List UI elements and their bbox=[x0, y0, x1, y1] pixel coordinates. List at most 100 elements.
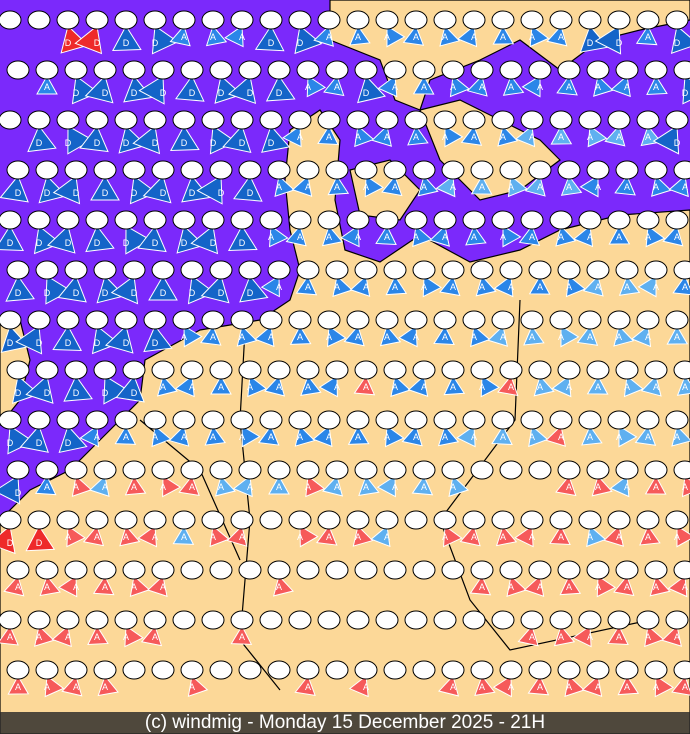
wind-symbol: A bbox=[257, 410, 283, 446]
wind-letter: A bbox=[471, 532, 477, 542]
wind-arrow bbox=[227, 75, 257, 105]
wind-marker bbox=[441, 660, 465, 680]
wind-marker bbox=[549, 310, 573, 330]
wind-letter: A bbox=[595, 182, 601, 192]
wind-symbol: D bbox=[137, 210, 167, 253]
wind-letter: A bbox=[537, 82, 543, 92]
wind-symbol: A bbox=[226, 510, 254, 547]
wind-symbol: D bbox=[93, 360, 130, 405]
wind-arrow bbox=[25, 525, 56, 552]
wind-symbol: A bbox=[263, 360, 291, 397]
wind-symbol: A bbox=[370, 510, 399, 548]
wind-symbol: A bbox=[346, 410, 370, 445]
wind-arrow bbox=[222, 125, 252, 154]
wind-arrow bbox=[25, 375, 54, 404]
wind-symbol: A bbox=[429, 210, 457, 247]
wind-letter: A bbox=[334, 82, 340, 92]
wind-symbol: A bbox=[631, 310, 660, 348]
wind-letter: A bbox=[326, 432, 332, 442]
wind-arrow bbox=[514, 525, 534, 548]
wind-symbol: D bbox=[25, 510, 56, 552]
wind-letter: A bbox=[442, 232, 448, 242]
wind-letter: D bbox=[363, 88, 370, 98]
wind-letter: A bbox=[297, 532, 303, 542]
wind-arrow bbox=[353, 374, 376, 396]
wind-marker bbox=[151, 660, 175, 680]
wind-arrow bbox=[129, 575, 151, 598]
wind-marker bbox=[615, 360, 639, 380]
wind-marker bbox=[93, 260, 117, 280]
wind-letter: A bbox=[15, 582, 21, 592]
wind-arrow bbox=[348, 675, 369, 698]
wind-marker bbox=[520, 210, 544, 230]
wind-arrow bbox=[210, 374, 232, 395]
wind-arrow bbox=[493, 275, 514, 298]
wind-arrow bbox=[523, 324, 545, 346]
wind-symbol bbox=[404, 610, 428, 630]
wind-letter: A bbox=[297, 332, 303, 342]
wind-letter: A bbox=[384, 32, 390, 42]
wind-marker bbox=[180, 360, 204, 380]
wind-marker bbox=[462, 410, 486, 430]
wind-marker bbox=[85, 10, 109, 30]
wind-marker bbox=[201, 10, 225, 30]
wind-symbol: A bbox=[644, 460, 668, 495]
wind-marker bbox=[201, 510, 225, 530]
wind-letter: D bbox=[247, 288, 254, 298]
wind-letter: A bbox=[239, 632, 245, 642]
wind-arrow bbox=[609, 475, 630, 498]
wind-symbol: A bbox=[433, 110, 464, 148]
wind-symbol: A bbox=[343, 310, 370, 347]
wind-symbol: A bbox=[282, 110, 312, 148]
wind-marker bbox=[56, 210, 80, 230]
wind-marker bbox=[644, 260, 668, 280]
wind-letter: A bbox=[276, 482, 282, 492]
wind-arrow bbox=[470, 174, 493, 195]
wind-symbol: A bbox=[412, 160, 439, 197]
wind-arrow bbox=[104, 325, 134, 354]
wind-marker bbox=[180, 60, 204, 80]
wind-marker bbox=[0, 110, 22, 130]
wind-symbol: D bbox=[64, 60, 100, 105]
wind-arrow bbox=[618, 425, 638, 448]
wind-marker bbox=[27, 410, 51, 430]
wind-symbol: A bbox=[114, 510, 141, 547]
wind-letter: A bbox=[558, 232, 564, 242]
wind-marker bbox=[230, 410, 254, 430]
wind-letter: D bbox=[210, 138, 217, 148]
wind-symbol: A bbox=[375, 10, 406, 48]
wind-arrow bbox=[645, 225, 666, 248]
wind-marker bbox=[491, 510, 515, 530]
wind-symbol bbox=[27, 10, 51, 30]
wind-symbol: D bbox=[6, 360, 41, 405]
wind-letter: A bbox=[645, 332, 651, 342]
wind-marker bbox=[549, 610, 573, 630]
wind-arrow bbox=[579, 175, 599, 198]
wind-letter: D bbox=[102, 88, 109, 98]
wind-marker bbox=[27, 510, 51, 530]
wind-letter: A bbox=[595, 582, 601, 592]
wind-arrow bbox=[129, 175, 158, 205]
wind-arrow bbox=[0, 525, 16, 555]
wind-symbol: D bbox=[104, 310, 138, 354]
wind-letter: A bbox=[384, 532, 390, 542]
wind-letter: D bbox=[152, 138, 159, 148]
wind-arrow bbox=[529, 25, 550, 48]
wind-marker bbox=[93, 160, 117, 180]
wind-marker bbox=[6, 460, 30, 480]
wind-marker bbox=[354, 260, 378, 280]
wind-letter: A bbox=[355, 432, 361, 442]
wind-marker bbox=[325, 160, 349, 180]
wind-letter: A bbox=[442, 332, 448, 342]
wind-arrow bbox=[224, 25, 244, 48]
wind-symbol: A bbox=[349, 260, 378, 298]
wind-symbol: D bbox=[27, 210, 62, 255]
wind-arrow bbox=[579, 25, 609, 53]
wind-letter: A bbox=[94, 432, 100, 442]
wind-marker bbox=[470, 560, 494, 580]
wind-symbol: D bbox=[35, 160, 68, 204]
wind-marker bbox=[56, 310, 80, 330]
wind-letter: D bbox=[15, 388, 22, 398]
wind-letter: A bbox=[529, 432, 535, 442]
